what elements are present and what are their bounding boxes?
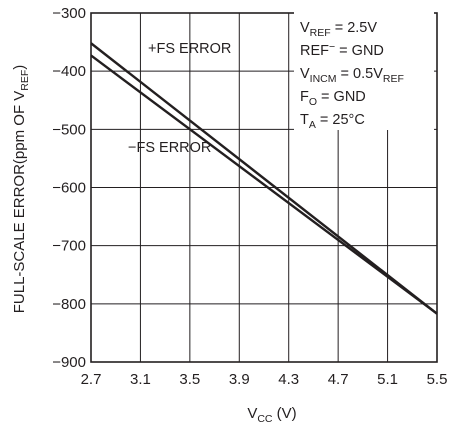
x-tick-label: 2.7 — [81, 371, 102, 388]
y-axis-label: FULL-SCALE ERROR(ppm OF VREF) — [11, 65, 31, 314]
condition-ref-minus: REF− = GND — [300, 41, 384, 59]
conditions-box-background — [294, 12, 434, 130]
condition-vincm: VINCM = 0.5VREF — [300, 66, 404, 85]
x-tick-label: 5.1 — [377, 371, 398, 388]
x-tick-label: 3.1 — [130, 371, 151, 388]
series-line-pos-fs — [90, 42, 438, 315]
x-tick-label: 4.7 — [328, 371, 349, 388]
x-axis-label: VCC (V) — [247, 405, 296, 425]
condition-vref: VREF = 2.5V — [300, 20, 377, 39]
y-tick-label: −300 — [52, 5, 86, 22]
conditions-box: VREF = 2.5V REF− = GND VINCM = 0.5VREF F… — [294, 12, 434, 131]
y-tick-label: −800 — [52, 296, 86, 313]
condition-ta: TA = 25°C — [300, 112, 365, 131]
tick-labels: 2.7 3.1 3.5 3.9 4.3 4.7 5.1 5.5 −300 −400 −500 −600… — [52, 5, 447, 388]
x-tick-label: 3.5 — [179, 371, 200, 388]
series-lines — [90, 42, 438, 315]
condition-fo: FO = GND — [300, 89, 366, 108]
y-tick-label: −600 — [52, 180, 86, 197]
y-tick-label: −400 — [52, 63, 86, 80]
plot-frame — [90, 12, 438, 363]
x-tick-label: 4.3 — [278, 371, 299, 388]
x-tick-label: 3.9 — [229, 371, 250, 388]
series-label-neg-fs: −FS ERROR — [128, 140, 211, 156]
y-tick-label: −900 — [52, 354, 86, 371]
y-tick-label: −500 — [52, 121, 86, 138]
series-line-neg-fs — [90, 54, 438, 315]
series-label-pos-fs: +FS ERROR — [148, 41, 231, 57]
y-tick-label: −700 — [52, 238, 86, 255]
x-tick-label: 5.5 — [427, 371, 448, 388]
